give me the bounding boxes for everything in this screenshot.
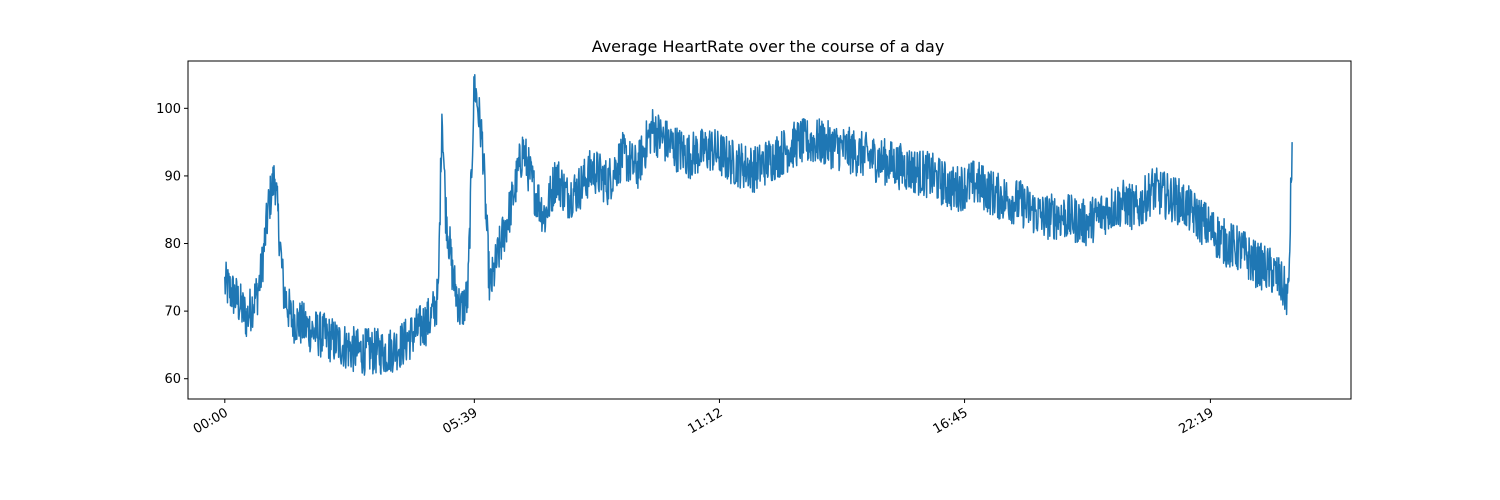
plot-frame	[187, 60, 1352, 400]
series-line-0	[224, 74, 1293, 376]
chart-title: Average HeartRate over the course of a d…	[592, 37, 945, 56]
series-layer	[224, 74, 1293, 376]
y-tick-label: 90	[164, 169, 181, 184]
y-tick-label: 100	[156, 102, 181, 117]
y-tick-label: 70	[164, 305, 181, 320]
y-tick-label: 60	[164, 372, 181, 387]
y-tick-label: 80	[164, 237, 181, 252]
y-axis: 60 70 80 90 100	[156, 102, 188, 387]
